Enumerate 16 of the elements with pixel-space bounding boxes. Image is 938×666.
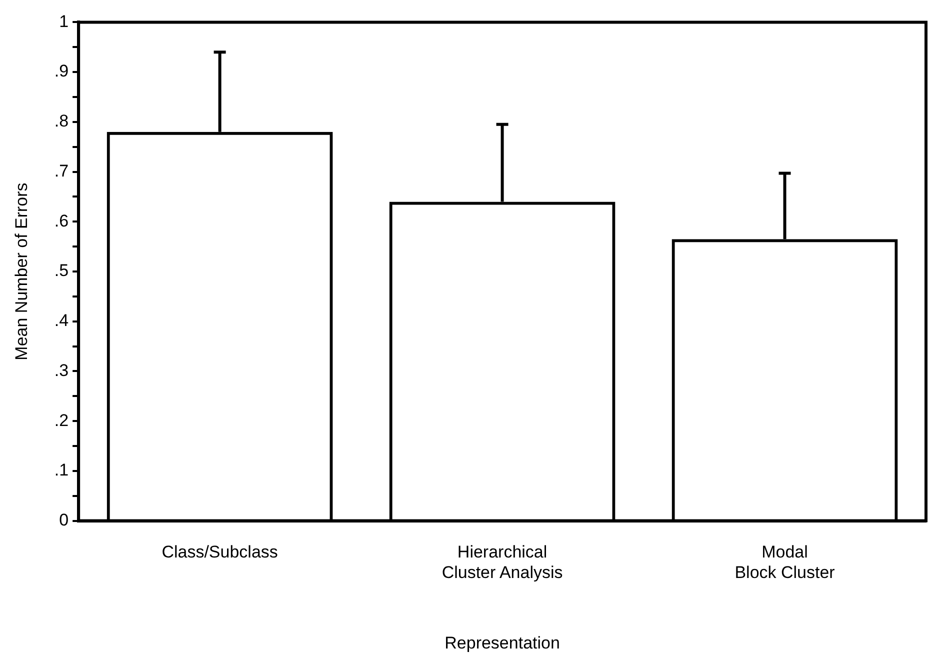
x-tick-label: Class/Subclass [162,542,278,562]
y-tick-label: .2 [54,410,69,430]
y-tick-label: .6 [54,211,69,230]
x-tick-label: Hierarchical Cluster Analysis [442,542,563,582]
y-tick-label: .1 [54,460,69,480]
y-tick-label: .3 [54,360,69,380]
y-tick-label: .7 [54,161,69,180]
y-tick-label: 1 [59,12,69,31]
y-tick-label: 0 [59,510,69,530]
y-tick-label: .5 [54,261,69,280]
y-tick-label: .8 [54,112,69,131]
x-axis-title: Representation [444,633,560,652]
x-tick-label: Modal Block Cluster [734,542,836,582]
y-tick-label: .9 [54,62,69,81]
y-tick-label: .4 [54,311,69,330]
y-axis-title: Mean Number of Errors [12,182,31,360]
